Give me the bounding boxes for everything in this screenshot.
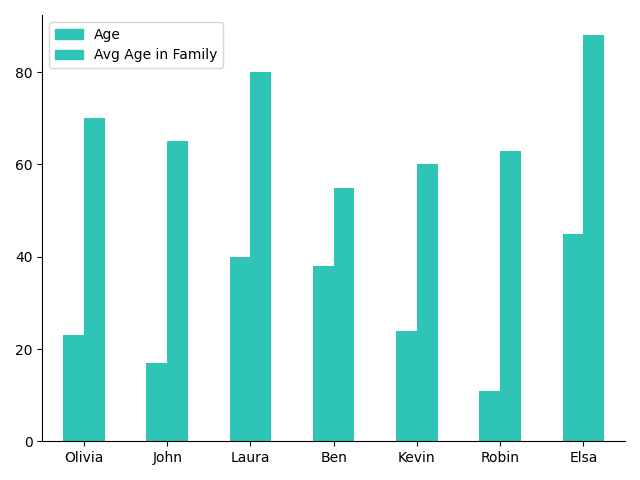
Bar xyxy=(84,119,105,441)
Bar xyxy=(313,266,333,441)
Bar xyxy=(396,331,417,441)
Bar xyxy=(479,391,500,441)
Legend: Age, Avg Age in Family: Age, Avg Age in Family xyxy=(49,22,223,68)
Bar xyxy=(63,335,84,441)
Bar xyxy=(500,151,521,441)
Bar xyxy=(230,257,250,441)
Bar xyxy=(333,188,355,441)
Bar xyxy=(167,142,188,441)
Bar xyxy=(563,234,584,441)
Bar xyxy=(250,72,271,441)
Bar xyxy=(584,36,604,441)
Bar xyxy=(147,363,167,441)
Bar xyxy=(417,165,438,441)
